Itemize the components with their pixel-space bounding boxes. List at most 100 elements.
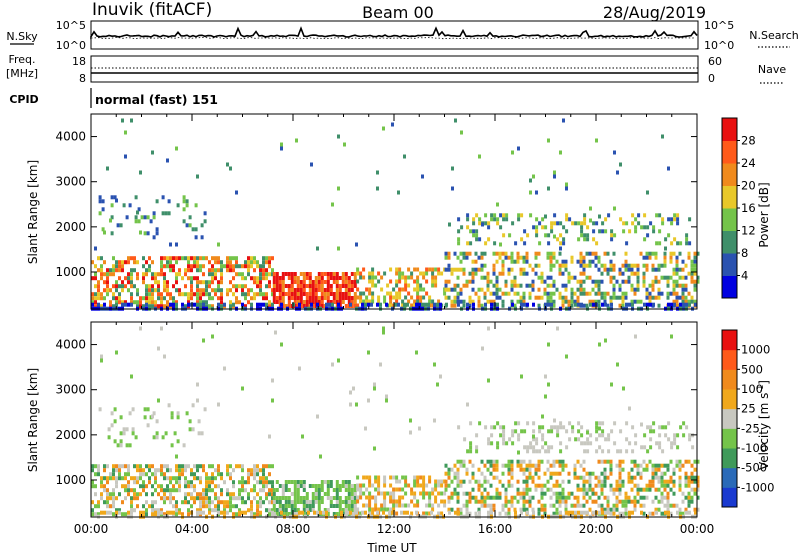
power-echo-cell bbox=[397, 190, 400, 195]
velocity-echo-cell bbox=[392, 495, 396, 500]
velocity-echo-cell bbox=[444, 463, 448, 468]
power-echo-cell bbox=[208, 292, 211, 297]
velocity-echo-cell bbox=[172, 484, 175, 489]
velocity-echo-cell bbox=[567, 495, 571, 500]
velocity-echo-cell bbox=[663, 471, 667, 476]
velocity-echo-cell bbox=[238, 480, 241, 485]
velocity-echo-cell bbox=[416, 483, 420, 488]
power-echo-cell bbox=[359, 291, 363, 296]
velocity-echo-cell bbox=[256, 504, 259, 509]
velocity-echo-cell bbox=[317, 508, 321, 512]
power-echo-cell bbox=[504, 279, 508, 284]
power-echo-cell bbox=[553, 174, 556, 179]
velocity-echo-cell bbox=[595, 429, 599, 434]
power-echo-cell bbox=[661, 134, 664, 139]
velocity-echo-cell bbox=[94, 492, 97, 497]
power-echo-cell bbox=[612, 267, 616, 272]
power-echo-cell bbox=[214, 256, 217, 261]
power-echo-cell bbox=[205, 300, 208, 305]
velocity-echo-cell bbox=[410, 499, 414, 504]
velocity-echo-cell bbox=[271, 508, 274, 513]
power-echo-cell bbox=[343, 142, 346, 147]
power-echo-cell bbox=[588, 275, 592, 280]
power-echo-cell bbox=[314, 284, 318, 288]
velocity-echo-cell bbox=[664, 433, 668, 438]
power-echo-cell bbox=[633, 291, 637, 296]
power-echo-cell bbox=[115, 296, 118, 301]
power-echo-cell bbox=[262, 268, 265, 273]
velocity-echo-cell bbox=[290, 480, 294, 484]
power-echo-cell bbox=[356, 267, 360, 272]
velocity-echo-cell bbox=[338, 484, 342, 488]
power-echo-cell bbox=[538, 241, 542, 246]
power-echo-cell bbox=[437, 267, 441, 272]
power-echo-cell bbox=[496, 302, 499, 307]
velocity-echo-cell bbox=[232, 492, 235, 497]
power-echo-cell bbox=[498, 251, 502, 256]
power-echo-cell bbox=[196, 256, 199, 261]
velocity-echo-cell bbox=[696, 495, 700, 500]
power-echo-cell bbox=[130, 284, 133, 289]
power-echo-cell bbox=[350, 288, 354, 292]
velocity-echo-cell bbox=[109, 476, 112, 481]
power-echo-cell bbox=[293, 304, 297, 308]
power-echo-cell bbox=[606, 271, 610, 276]
power-echo-cell bbox=[262, 302, 265, 307]
velocity-echo-cell bbox=[362, 475, 366, 480]
velocity-echo-cell bbox=[371, 495, 375, 500]
power-echo-cell bbox=[651, 251, 655, 256]
velocity-echo-cell bbox=[616, 449, 620, 454]
velocity-echo-cell bbox=[490, 441, 494, 446]
power-echo-cell bbox=[226, 268, 229, 273]
power-echo-cell bbox=[103, 288, 106, 293]
power-echo-cell bbox=[685, 233, 689, 238]
power-echo-cell bbox=[217, 284, 220, 289]
power-echo-cell bbox=[337, 246, 340, 251]
power-colorbar-tick-label: 24 bbox=[741, 156, 756, 170]
velocity-echo-cell bbox=[142, 488, 145, 493]
power-echo-cell bbox=[643, 225, 647, 230]
power-echo-cell bbox=[376, 170, 379, 175]
power-echo-cell bbox=[121, 118, 124, 123]
power-echo-cell bbox=[673, 217, 677, 222]
power-echo-cell bbox=[499, 242, 502, 247]
velocity-echo-cell bbox=[94, 484, 97, 489]
power-echo-cell bbox=[142, 272, 145, 277]
velocity-echo-cell bbox=[627, 499, 631, 504]
velocity-echo-cell bbox=[359, 483, 363, 488]
power-echo-cell bbox=[594, 279, 598, 284]
power-echo-cell bbox=[244, 276, 247, 281]
power-echo-cell bbox=[586, 237, 590, 242]
power-echo-cell bbox=[290, 284, 294, 288]
power-echo-cell bbox=[100, 304, 103, 309]
power-echo-cell bbox=[281, 292, 285, 296]
power-echo-cell bbox=[211, 296, 214, 301]
velocity-echo-cell bbox=[374, 475, 378, 480]
power-echo-cell bbox=[271, 268, 274, 273]
velocity-echo-cell bbox=[450, 491, 454, 496]
power-echo-cell bbox=[314, 292, 318, 296]
velocity-echo-cell bbox=[495, 491, 499, 496]
power-echo-cell bbox=[422, 295, 426, 300]
power-echo-cell bbox=[353, 292, 357, 296]
velocity-echo-cell bbox=[565, 354, 568, 359]
power-echo-cell bbox=[137, 219, 141, 224]
power-echo-cell bbox=[175, 288, 178, 293]
velocity-echo-cell bbox=[349, 402, 352, 407]
power-echo-cell bbox=[265, 256, 268, 261]
power-echo-cell bbox=[392, 287, 396, 292]
velocity-echo-cell bbox=[238, 510, 241, 515]
velocity-echo-cell bbox=[265, 476, 268, 481]
power-echo-cell bbox=[151, 300, 154, 305]
power-echo-cell bbox=[510, 259, 514, 264]
velocity-echo-cell bbox=[546, 479, 550, 484]
velocity-echo-cell bbox=[241, 386, 244, 391]
velocity-echo-cell bbox=[220, 488, 223, 493]
power-echo-cell bbox=[685, 237, 689, 242]
power-echo-cell bbox=[110, 195, 114, 200]
power-echo-cell bbox=[320, 296, 324, 300]
power-echo-cell bbox=[226, 260, 229, 265]
power-echo-cell bbox=[619, 162, 622, 167]
power-echo-cell bbox=[235, 190, 238, 195]
velocity-echo-cell bbox=[462, 463, 466, 468]
